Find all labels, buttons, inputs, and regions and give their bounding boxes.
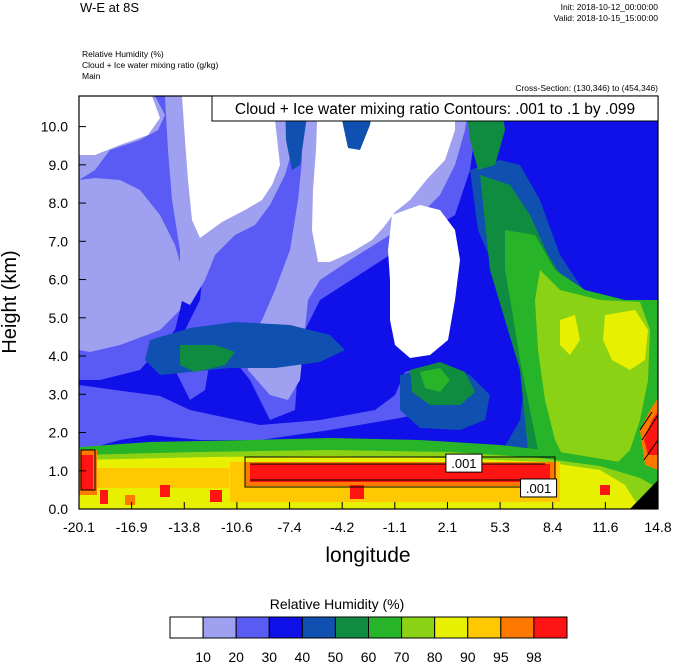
y-tick-label: 2.0	[49, 425, 69, 441]
colorbar-label: 50	[328, 649, 344, 665]
colorbar-label: 40	[295, 649, 311, 665]
init-time: Init: 2018-10-12_00:00:00	[560, 2, 658, 12]
x-tick-label: 2.1	[438, 519, 458, 535]
colorbar-swatch	[368, 616, 403, 639]
x-tick-label: -13.8	[168, 519, 200, 535]
colorbar-label: 80	[427, 649, 443, 665]
contour-label: .001	[526, 481, 551, 496]
colorbar-swatch	[334, 616, 369, 639]
field-line-rh: Relative Humidity (%)	[82, 49, 164, 59]
colorbar-swatch	[500, 616, 535, 639]
y-tick-label: 0.0	[49, 501, 69, 517]
x-tick-label: 14.8	[644, 519, 671, 535]
colorbar-label: 95	[493, 649, 509, 665]
x-tick-label: -20.1	[63, 519, 95, 535]
y-tick-label: 10.0	[41, 119, 68, 135]
colorbar-swatch	[467, 616, 502, 639]
colorbar-title: Relative Humidity (%)	[269, 596, 405, 612]
x-tick-label: 8.4	[543, 519, 563, 535]
colorbar-swatch	[434, 616, 469, 639]
colorbar-label: 30	[261, 649, 277, 665]
cross-section-label: Cross-Section: (130,346) to (454,346)	[515, 83, 658, 93]
x-tick-label: 5.3	[490, 519, 510, 535]
y-tick-label: 5.0	[49, 310, 69, 326]
x-axis-title: longitude	[325, 544, 410, 567]
colorbar-label: 60	[361, 649, 377, 665]
x-axis: -20.1 -16.9 -13.8 -10.6 -7.4 -4.2 -1.1 2.1 5.3 8.…	[63, 502, 672, 535]
colorbar-swatch	[301, 616, 336, 639]
y-tick-label: 4.0	[49, 348, 69, 364]
contour-info-box	[211, 95, 659, 122]
colorbar-swatch	[235, 616, 270, 639]
x-tick-label: 11.6	[592, 519, 618, 535]
y-tick-label: 7.0	[49, 233, 69, 249]
y-axis: 0.0 1.0 2.0 3.0 4.0 5.0 6.0 7.0 8.0 9.0 10.0	[41, 119, 86, 517]
x-tick-label: -4.2	[330, 519, 354, 535]
colorbar: 10 20 30 40 50 60 70 80 90 95 98	[169, 616, 568, 665]
colorbar-label: 10	[195, 649, 211, 665]
field-line-cloud: Cloud + Ice water mixing ratio (g/kg)	[82, 60, 219, 70]
field-line-main: Main	[82, 71, 101, 81]
contour-label: .001	[451, 456, 476, 471]
colorbar-swatch	[268, 616, 303, 639]
colorbar-label: 70	[394, 649, 410, 665]
colorbar-label: 20	[228, 649, 244, 665]
x-tick-label: -10.6	[221, 519, 253, 535]
y-tick-label: 8.0	[49, 195, 69, 211]
contour-info-label: Cloud + Ice water mixing ratio Contours:…	[235, 101, 635, 118]
contour-label-box	[445, 453, 483, 473]
x-tick-label: -16.9	[116, 519, 148, 535]
x-tick-label: -1.1	[383, 519, 407, 535]
contour-value-labels: .001 .001	[445, 453, 558, 498]
colorbar-swatch	[401, 616, 436, 639]
colorbar-swatch	[202, 616, 237, 639]
chart-title: W-E at 8S	[80, 0, 140, 15]
colorbar-swatch	[169, 616, 204, 639]
valid-time: Valid: 2018-10-15_15:00:00	[553, 13, 658, 23]
y-tick-label: 1.0	[49, 463, 69, 479]
colorbar-label: 90	[460, 649, 476, 665]
colorbar-swatch	[533, 616, 568, 639]
rh-field	[79, 96, 658, 509]
y-tick-label: 9.0	[49, 157, 69, 173]
y-axis-title: Height (km)	[0, 250, 21, 353]
contour-label-box	[520, 478, 558, 498]
y-tick-label: 3.0	[49, 386, 69, 402]
x-tick-label: -7.4	[277, 519, 301, 535]
y-tick-label: 6.0	[49, 272, 69, 288]
colorbar-label: 98	[526, 649, 542, 665]
